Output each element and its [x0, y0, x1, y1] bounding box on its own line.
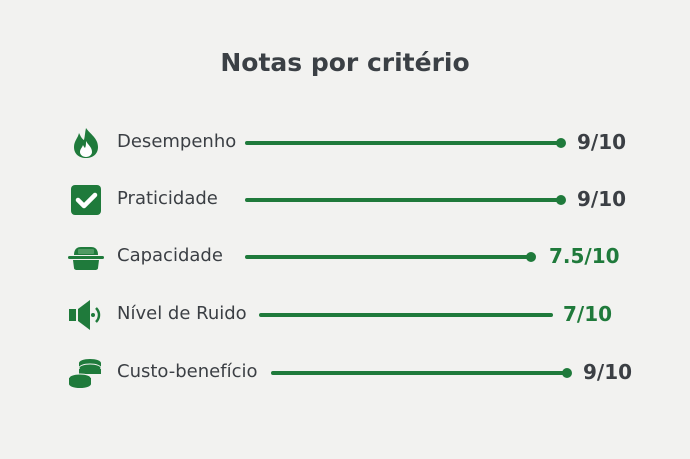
- score-bar: [259, 313, 553, 317]
- flame-icon: [74, 128, 98, 158]
- score-value: 7/10: [563, 302, 613, 326]
- criterion-label: Desempenho: [117, 131, 237, 152]
- criterion-label: Nível de Ruido: [117, 303, 247, 324]
- criterion-label: Capacidade: [117, 245, 223, 266]
- checkbox-icon: [71, 185, 101, 215]
- criterion-row-desempenho: Desempenho 9/10: [0, 123, 690, 163]
- criterion-row-nivel-de-ruido: Nível de Ruido 7/10: [0, 295, 690, 335]
- score-bar-end: [556, 195, 566, 205]
- score-bar: [245, 141, 561, 145]
- score-bar: [245, 255, 531, 259]
- score-bar: [245, 198, 561, 202]
- score-value: 9/10: [577, 187, 627, 211]
- coins-icon: [68, 359, 102, 388]
- score-bar: [271, 371, 567, 375]
- container-icon: [68, 247, 104, 270]
- score-value: 9/10: [583, 360, 633, 384]
- score-bar-end: [562, 368, 572, 378]
- criterion-row-custo-beneficio: Custo-benefício 9/10: [0, 353, 690, 393]
- score-value: 7.5/10: [549, 244, 620, 268]
- criterion-label: Praticidade: [117, 188, 218, 209]
- score-bar-end: [526, 252, 536, 262]
- criterion-row-capacidade: Capacidade 7.5/10: [0, 237, 690, 277]
- criterion-row-praticidade: Praticidade 9/10: [0, 180, 690, 220]
- score-value: 9/10: [577, 130, 627, 154]
- speaker-icon: [69, 300, 101, 330]
- score-bar-end: [556, 138, 566, 148]
- criterion-label: Custo-benefício: [117, 361, 258, 382]
- page-title: Notas por critério: [220, 48, 470, 77]
